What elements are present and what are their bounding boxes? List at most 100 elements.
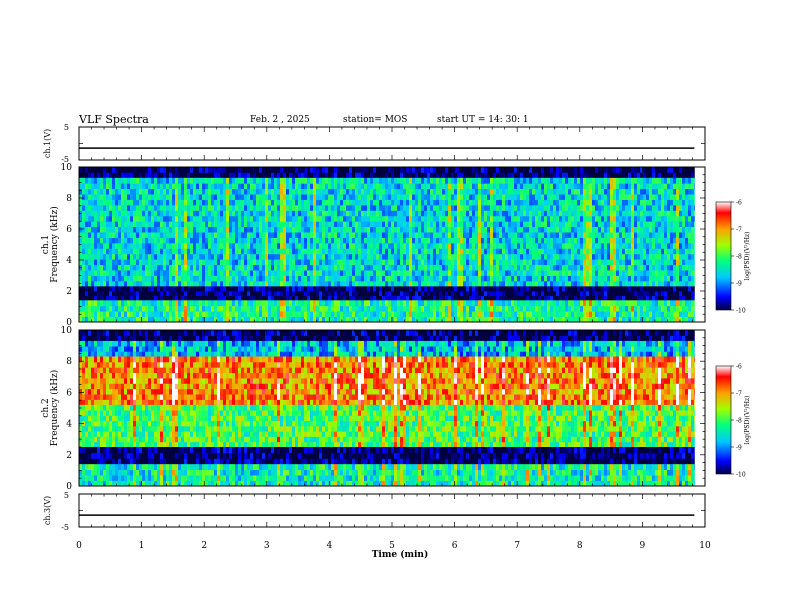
spectrogram-cell <box>142 204 146 211</box>
spectrogram-cell <box>421 204 425 211</box>
spectrogram-cell <box>313 226 317 233</box>
spectrogram-cell <box>562 259 566 266</box>
spectrogram-cell <box>235 264 239 271</box>
spectrogram-cell <box>79 242 83 249</box>
spectrogram-cell <box>181 280 185 287</box>
spectrogram-cell <box>106 188 110 195</box>
spectrogram-cell <box>163 183 167 190</box>
spectrogram-cell <box>397 280 401 287</box>
spectrogram-cell <box>361 242 365 249</box>
spectrogram-cell <box>376 270 380 276</box>
spectrogram-cell <box>232 275 236 282</box>
spectrogram-cell <box>181 215 185 222</box>
spectrogram-cell <box>310 316 314 323</box>
spectrogram-cell <box>340 300 344 307</box>
spectrogram-cell <box>136 183 140 190</box>
spectrogram-cell <box>250 248 254 255</box>
spectrogram-cell <box>250 305 254 312</box>
spectrogram-cell <box>205 270 209 276</box>
spectrogram-cell <box>544 311 548 317</box>
spectrogram-cell <box>544 237 548 244</box>
spectrogram-cell <box>304 237 308 244</box>
spectrogram-cell <box>211 300 215 307</box>
spectrogram-cell <box>214 237 218 244</box>
spectrogram-cell <box>577 199 581 206</box>
spectrogram-cell <box>112 237 116 244</box>
spectrogram-cell <box>127 270 131 276</box>
spectrogram-cell <box>367 275 371 282</box>
spectrogram-cell <box>415 248 419 255</box>
spectrogram-cell <box>118 215 122 222</box>
spectrogram-cell <box>109 291 113 297</box>
spectrogram-cell <box>88 226 92 233</box>
spectrogram-cell <box>202 286 206 292</box>
spectrogram-cell <box>100 270 104 276</box>
spectrogram-cell <box>490 270 494 276</box>
spectrogram-cell <box>562 300 566 307</box>
spectrogram-cell <box>208 242 212 249</box>
spectrogram-cell <box>349 291 353 297</box>
spectrogram-cell <box>79 259 83 266</box>
spectrogram-cell <box>322 300 326 307</box>
spectrogram-cell <box>520 232 524 238</box>
spectrogram-cell <box>178 237 182 244</box>
spectrogram-cell <box>85 291 89 297</box>
spectrogram-cell <box>220 167 224 173</box>
spectrogram-cell <box>286 194 290 200</box>
spectrogram-cell <box>382 232 386 238</box>
spectrogram-cell <box>469 286 473 292</box>
spectrogram-cell <box>550 259 554 266</box>
spectrogram-cell <box>232 311 236 317</box>
spectrogram-cell <box>124 311 128 317</box>
spectrogram-cell <box>511 259 515 266</box>
spectrogram-cell <box>100 280 104 287</box>
spectrogram-cell <box>124 199 128 206</box>
spectrogram-cell <box>565 204 569 211</box>
spectrogram-cell <box>337 188 341 195</box>
spectrogram-cell <box>487 210 491 217</box>
spectrogram-cell <box>256 194 260 200</box>
spectrogram-cell <box>400 300 404 307</box>
spectrogram-cell <box>460 316 464 323</box>
spectrogram-cell <box>250 204 254 211</box>
spectrogram-cell <box>244 237 248 244</box>
spectrogram-cell <box>427 188 431 195</box>
spectrogram-cell <box>106 280 110 287</box>
spectrogram-cell <box>481 305 485 312</box>
spectrogram-cell <box>382 280 386 287</box>
spectrogram-cell <box>286 210 290 217</box>
spectrogram-cell <box>508 167 512 173</box>
spectrogram-cell <box>421 286 425 292</box>
spectrogram-cell <box>298 300 302 307</box>
spectrogram-cell <box>220 183 224 190</box>
spectrogram-cell <box>106 300 110 307</box>
spectrogram-cell <box>475 210 479 217</box>
spectrogram-cell <box>334 311 338 317</box>
spectrogram-cell <box>562 280 566 287</box>
spectrogram-cell <box>130 172 134 179</box>
spectrogram-cell <box>580 242 584 249</box>
spectrogram-cell <box>205 188 209 195</box>
spectrogram-cell <box>184 232 188 238</box>
spectrogram-cell <box>223 199 227 206</box>
spectrogram-cell <box>475 316 479 323</box>
spectrogram-cell <box>364 242 368 249</box>
spectrogram-cell <box>256 237 260 244</box>
spectrogram-cell <box>403 280 407 287</box>
spectrogram-cell <box>178 215 182 222</box>
spectrogram-cell <box>568 270 572 276</box>
spectrogram-cell <box>565 275 569 282</box>
spectrogram-cell <box>259 188 263 195</box>
spectrogram-cell <box>538 221 542 228</box>
spectrogram-cell <box>430 204 434 211</box>
spectrogram-cell <box>94 316 98 323</box>
spectrogram-cell <box>277 295 281 301</box>
spectrogram-cell <box>121 172 125 179</box>
spectrogram-cell <box>325 295 329 301</box>
spectrogram-cell <box>445 237 449 244</box>
spectrogram-cell <box>412 172 416 179</box>
spectrogram-cell <box>415 280 419 287</box>
spectrogram-cell <box>550 248 554 255</box>
spectrogram-cell <box>511 226 515 233</box>
spectrogram-cell <box>415 177 419 184</box>
